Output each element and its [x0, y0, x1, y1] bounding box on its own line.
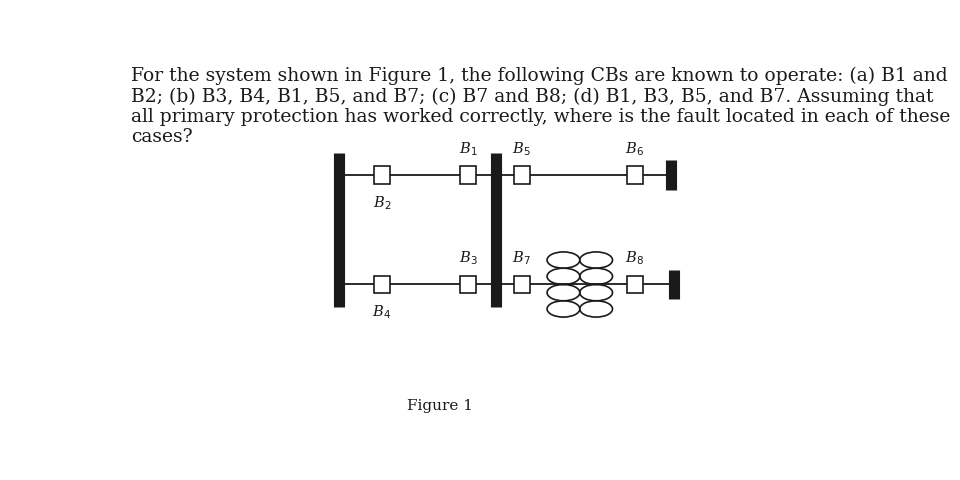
Text: B$_7$: B$_7$ [513, 249, 531, 267]
Text: For the system shown in Figure 1, the following CBs are known to operate: (a) B1: For the system shown in Figure 1, the fo… [132, 67, 948, 85]
FancyBboxPatch shape [627, 167, 643, 185]
FancyBboxPatch shape [514, 276, 530, 294]
Text: all primary protection has worked correctly, where is the fault located in each : all primary protection has worked correc… [132, 108, 950, 125]
Text: B$_8$: B$_8$ [625, 249, 644, 267]
FancyBboxPatch shape [627, 276, 643, 294]
Text: B$_1$: B$_1$ [459, 140, 477, 158]
FancyBboxPatch shape [514, 167, 530, 185]
Text: B$_4$: B$_4$ [372, 303, 392, 321]
FancyBboxPatch shape [460, 276, 476, 294]
Text: B$_3$: B$_3$ [459, 249, 477, 267]
Text: Figure 1: Figure 1 [407, 398, 473, 412]
Text: B$_5$: B$_5$ [513, 140, 531, 158]
FancyBboxPatch shape [373, 167, 390, 185]
Text: B2; (b) B3, B4, B1, B5, and B7; (c) B7 and B8; (d) B1, B3, B5, and B7. Assuming : B2; (b) B3, B4, B1, B5, and B7; (c) B7 a… [132, 87, 934, 106]
FancyBboxPatch shape [460, 167, 476, 185]
Text: B$_2$: B$_2$ [372, 194, 391, 212]
FancyBboxPatch shape [373, 276, 390, 294]
Text: B$_6$: B$_6$ [625, 140, 644, 158]
Text: cases?: cases? [132, 128, 193, 146]
